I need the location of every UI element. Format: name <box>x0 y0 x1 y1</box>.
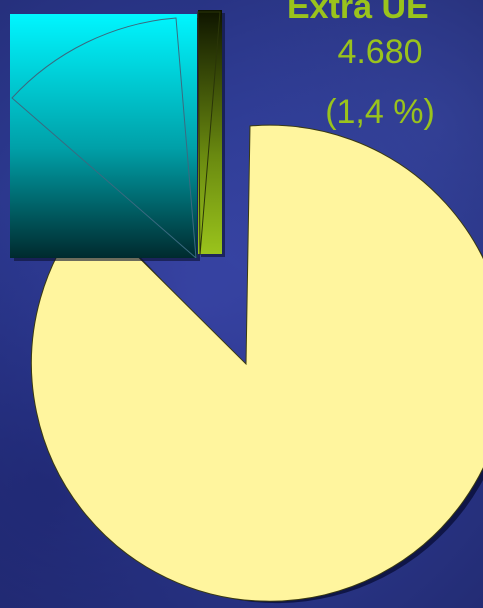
pie-slice-cyan <box>10 14 197 258</box>
cyan-slice-group <box>10 14 200 261</box>
slice-label-name: Extra UE <box>287 0 429 26</box>
green-slice-group <box>197 10 225 257</box>
slice-label-value: 4.680 <box>337 33 423 71</box>
pie-slice-main <box>30 124 483 602</box>
slice-label-percent: (1,4 %) <box>325 93 435 131</box>
yellow-slice-group <box>30 124 483 604</box>
